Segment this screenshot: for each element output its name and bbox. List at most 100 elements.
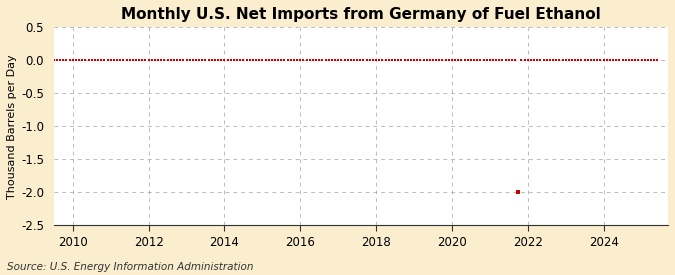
Point [342, 58, 353, 62]
Point [478, 58, 489, 62]
Point [250, 58, 261, 62]
Point [551, 58, 562, 62]
Point [282, 58, 293, 62]
Point [310, 58, 321, 62]
Point [453, 58, 464, 62]
Point [431, 58, 441, 62]
Point [42, 58, 53, 62]
Point [301, 58, 312, 62]
Point [286, 58, 296, 62]
Point [162, 58, 173, 62]
Point [118, 58, 129, 62]
Point [150, 58, 161, 62]
Point [130, 58, 141, 62]
Point [447, 58, 458, 62]
Point [611, 58, 622, 62]
Point [468, 58, 479, 62]
Point [336, 58, 347, 62]
Point [77, 58, 88, 62]
Point [279, 58, 290, 62]
Point [329, 58, 340, 62]
Point [257, 58, 268, 62]
Point [169, 58, 180, 62]
Point [140, 58, 151, 62]
Point [450, 58, 460, 62]
Point [605, 58, 616, 62]
Point [494, 58, 505, 62]
Point [643, 58, 653, 62]
Point [522, 58, 533, 62]
Point [516, 58, 527, 62]
Point [497, 58, 508, 62]
Point [339, 58, 350, 62]
Point [61, 58, 72, 62]
Point [585, 58, 596, 62]
Point [219, 58, 230, 62]
Point [333, 58, 344, 62]
Point [146, 58, 157, 62]
Point [510, 58, 520, 62]
Point [209, 58, 220, 62]
Point [399, 58, 410, 62]
Point [80, 58, 91, 62]
Point [579, 58, 590, 62]
Point [425, 58, 435, 62]
Point [475, 58, 486, 62]
Point [481, 58, 492, 62]
Point [225, 58, 236, 62]
Point [55, 58, 65, 62]
Point [443, 58, 454, 62]
Point [377, 58, 388, 62]
Point [560, 58, 571, 62]
Point [171, 58, 182, 62]
Point [630, 58, 641, 62]
Point [92, 58, 103, 62]
Point [462, 58, 473, 62]
Point [90, 58, 101, 62]
Point [383, 58, 394, 62]
Point [364, 58, 375, 62]
Point [45, 58, 56, 62]
Point [288, 58, 299, 62]
Point [645, 58, 656, 62]
Point [620, 58, 631, 62]
Point [222, 58, 233, 62]
Point [598, 58, 609, 62]
Point [557, 58, 568, 62]
Point [358, 58, 369, 62]
Point [485, 58, 495, 62]
Point [74, 58, 84, 62]
Point [573, 58, 584, 62]
Point [269, 58, 280, 62]
Point [39, 58, 50, 62]
Point [273, 58, 284, 62]
Point [143, 58, 154, 62]
Point [30, 58, 40, 62]
Point [456, 58, 467, 62]
Point [134, 58, 144, 62]
Point [232, 58, 242, 62]
Point [421, 58, 432, 62]
Point [408, 58, 419, 62]
Point [601, 58, 612, 62]
Point [49, 58, 59, 62]
Point [519, 58, 530, 62]
Point [207, 58, 217, 62]
Point [361, 58, 372, 62]
Point [547, 58, 558, 62]
Point [184, 58, 195, 62]
Point [352, 58, 362, 62]
Point [389, 58, 400, 62]
Point [592, 58, 603, 62]
Point [437, 58, 448, 62]
Point [105, 58, 116, 62]
Point [137, 58, 148, 62]
Point [263, 58, 274, 62]
Point [181, 58, 192, 62]
Point [626, 58, 637, 62]
Point [68, 58, 78, 62]
Point [368, 58, 379, 62]
Point [583, 58, 593, 62]
Point [466, 58, 477, 62]
Point [156, 58, 167, 62]
